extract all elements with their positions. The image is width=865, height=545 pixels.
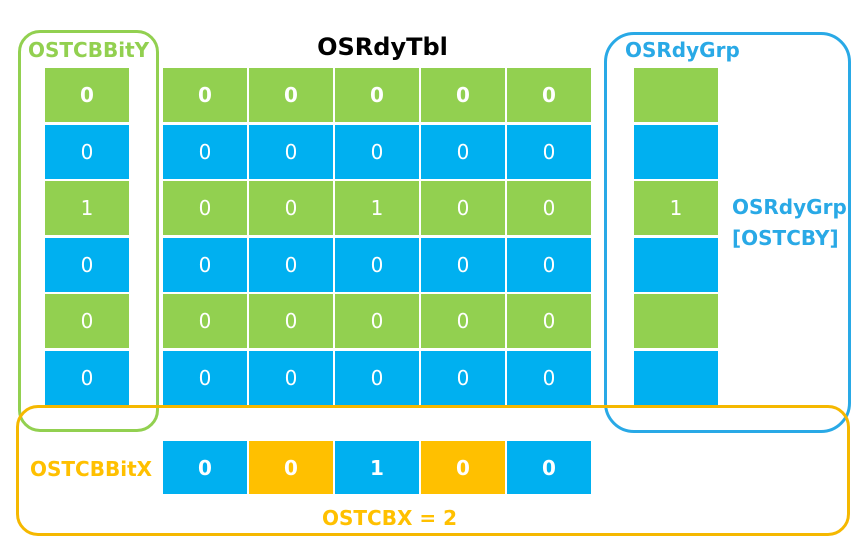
ostcbbity-frame [18, 30, 159, 432]
ostcbbity-cell: 0 [45, 294, 129, 348]
osrdygrp-cell [634, 351, 718, 405]
osrdytbl-cell: 0 [163, 294, 247, 348]
osrdytbl-cell: 0 [249, 294, 333, 348]
osrdygrp-annotation-line2: [OSTCBY] [732, 226, 839, 250]
osrdytbl-cell: 0 [249, 125, 333, 179]
osrdytbl-cell: 0 [507, 294, 591, 348]
osrdytbl-cell: 0 [421, 294, 505, 348]
osrdytbl-cell: 0 [249, 351, 333, 405]
ostcbbitx-label: OSTCBBitX [30, 457, 153, 481]
ostcbbitx-cell: 1 [335, 441, 419, 494]
ostcbbity-cell: 1 [45, 181, 129, 235]
osrdytbl-cell: 0 [421, 238, 505, 292]
ostcbx-caption: OSTCBX = 2 [322, 506, 457, 530]
osrdytbl-cell: 0 [249, 68, 333, 122]
osrdytbl-cell: 0 [507, 125, 591, 179]
osrdygrp-annotation-line1: OSRdyGrp [732, 195, 847, 219]
osrdytbl-cell: 1 [335, 181, 419, 235]
ostcbbity-cell: 0 [45, 125, 129, 179]
osrdytbl-cell: 0 [335, 238, 419, 292]
osrdytbl-cell: 0 [421, 351, 505, 405]
osrdygrp-cell [634, 125, 718, 179]
osrdygrp-cell [634, 294, 718, 348]
osrdygrp-label: OSRdyGrp [625, 38, 740, 62]
ostcbbity-cell: 0 [45, 238, 129, 292]
osrdytbl-title: OSRdyTbl [317, 33, 448, 61]
osrdytbl-cell: 0 [163, 68, 247, 122]
osrdytbl-cell: 0 [163, 125, 247, 179]
osrdytbl-cell: 0 [507, 181, 591, 235]
osrdytbl-cell: 0 [335, 125, 419, 179]
ostcbbitx-cell: 0 [249, 441, 333, 494]
ostcbbitx-frame [16, 405, 850, 536]
ostcbbity-cell: 0 [45, 351, 129, 405]
osrdytbl-cell: 0 [335, 351, 419, 405]
osrdytbl-cell: 0 [163, 351, 247, 405]
osrdytbl-cell: 0 [335, 294, 419, 348]
osrdytbl-cell: 0 [507, 238, 591, 292]
osrdytbl-cell: 0 [335, 68, 419, 122]
osrdytbl-cell: 0 [507, 351, 591, 405]
osrdytbl-cell: 0 [421, 181, 505, 235]
osrdytbl-cell: 0 [421, 68, 505, 122]
osrdygrp-frame [604, 32, 851, 433]
ostcbbitx-cell: 0 [163, 441, 247, 494]
osrdygrp-cell [634, 238, 718, 292]
osrdytbl-cell: 0 [507, 68, 591, 122]
ostcbbity-label: OSTCBBitY [28, 38, 150, 62]
osrdygrp-cell: 1 [634, 181, 718, 235]
osrdytbl-cell: 0 [249, 181, 333, 235]
ostcbbity-cell: 0 [45, 68, 129, 122]
osrdygrp-cell [634, 68, 718, 122]
osrdytbl-cell: 0 [249, 238, 333, 292]
ostcbbitx-cell: 0 [421, 441, 505, 494]
ostcbbitx-cell: 0 [507, 441, 591, 494]
osrdytbl-cell: 0 [163, 181, 247, 235]
osrdytbl-cell: 0 [421, 125, 505, 179]
osrdytbl-cell: 0 [163, 238, 247, 292]
